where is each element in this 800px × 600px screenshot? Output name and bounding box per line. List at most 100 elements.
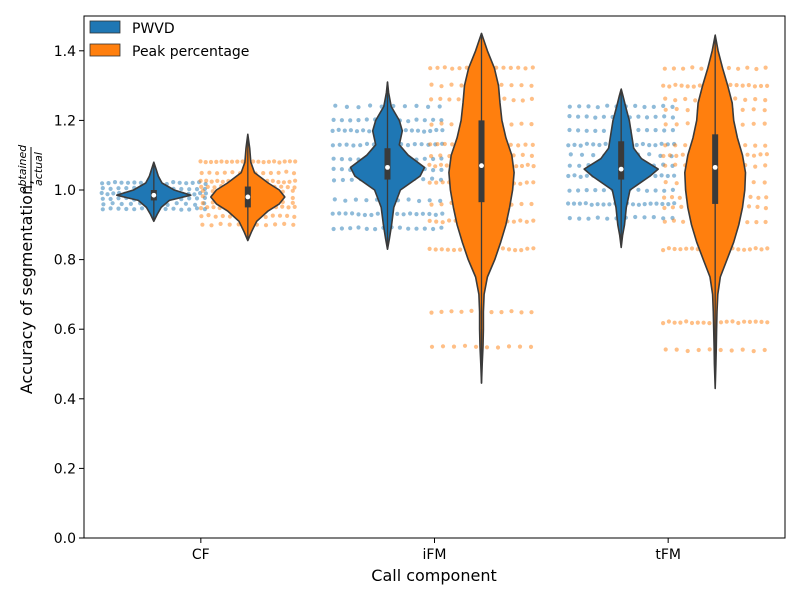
swarm-point: [277, 213, 283, 218]
swarm-point: [194, 187, 200, 192]
swarm-point: [576, 114, 581, 119]
swarm-point: [684, 246, 689, 251]
swarm-point: [743, 143, 748, 148]
swarm-point: [214, 159, 219, 164]
y-tick-label: 0.6: [54, 322, 76, 338]
swarm-point: [764, 195, 769, 200]
swarm-point: [203, 181, 208, 187]
swarm-point: [435, 65, 440, 70]
swarm-point: [603, 141, 608, 146]
swarm-point: [685, 121, 690, 126]
swarm-point: [116, 186, 121, 191]
swarm-point: [356, 225, 361, 230]
swarm-point: [435, 142, 440, 147]
swarm-point: [520, 98, 525, 103]
swarm-point: [339, 157, 344, 162]
swarm-point: [740, 122, 745, 127]
swarm-point: [439, 202, 444, 207]
swarm-point: [584, 114, 589, 119]
swarm-point: [730, 319, 735, 324]
swarm-point: [422, 226, 427, 231]
swarm-point: [764, 152, 770, 157]
swarm-point: [674, 122, 679, 127]
swarm-point: [406, 197, 411, 202]
y-tick-label: 1.2: [54, 113, 76, 129]
swarm-point: [696, 347, 701, 353]
swarm-point: [707, 347, 712, 352]
swarm-point: [199, 214, 204, 219]
swarm-point: [691, 84, 696, 89]
y-axis-title-numerator: obtained: [16, 144, 29, 194]
swarm-point: [270, 178, 275, 183]
swarm-point: [280, 204, 285, 209]
swarm-point: [439, 225, 444, 230]
swarm-point: [430, 176, 435, 181]
swarm-point: [584, 128, 589, 133]
swarm-point: [433, 247, 438, 252]
swarm-point: [517, 344, 523, 349]
swarm-point: [409, 128, 414, 133]
swarm-point: [450, 66, 455, 71]
swarm-point: [663, 143, 668, 148]
swarm-point: [397, 225, 402, 230]
swarm-point: [450, 142, 455, 147]
swarm-point: [529, 83, 534, 88]
swarm-point: [428, 66, 433, 71]
swarm-point: [368, 103, 373, 108]
swarm-point: [414, 117, 419, 122]
swarm-point: [523, 142, 528, 147]
swarm-point: [198, 178, 203, 183]
swarm-point: [525, 246, 530, 251]
swarm-point: [531, 218, 536, 223]
y-axis: 0.0 0.2 0.4 0.6 0.8 1.0 1.2 1.4: [54, 44, 84, 547]
swarm-point: [734, 83, 739, 88]
swarm-point: [438, 198, 443, 203]
swarm-point: [584, 141, 590, 146]
legend-swatch-peak-percentage: [89, 43, 121, 57]
swarm-point: [642, 104, 647, 110]
swarm-point: [179, 186, 184, 192]
swarm-point: [426, 104, 431, 109]
swarm-point: [765, 246, 770, 251]
swarm-point: [670, 115, 676, 120]
swarm-point: [367, 129, 372, 134]
swarm-point: [660, 201, 665, 207]
swarm-point: [350, 211, 355, 216]
swarm-point: [567, 216, 572, 221]
violin-median-point: [385, 164, 390, 170]
swarm-point: [449, 309, 454, 314]
swarm-point: [661, 248, 666, 253]
swarm-point: [420, 211, 425, 216]
swarm-point: [203, 160, 208, 165]
swarm-point: [171, 206, 176, 211]
x-tick-label: tFM: [655, 547, 681, 563]
swarm-point: [427, 211, 432, 217]
swarm-point: [444, 163, 449, 168]
swarm-point: [434, 219, 439, 224]
swarm-point: [330, 143, 335, 148]
swarm-point: [439, 309, 444, 314]
swarm-point: [684, 319, 689, 324]
swarm-point: [417, 198, 422, 204]
swarm-point: [576, 188, 581, 193]
swarm-point: [124, 206, 129, 212]
swarm-point: [577, 201, 583, 206]
swarm-point: [227, 214, 233, 219]
violin-median-point: [618, 166, 624, 172]
swarm-point: [405, 143, 411, 148]
swarm-point: [279, 184, 284, 189]
swarm-point: [751, 107, 756, 112]
swarm-point: [119, 180, 124, 185]
swarm-point: [500, 246, 505, 251]
swarm-point: [751, 349, 756, 354]
swarm-point: [661, 153, 666, 159]
swarm-point: [530, 142, 535, 147]
swarm-point: [595, 105, 600, 110]
swarm-point: [742, 319, 747, 324]
swarm-point: [438, 96, 443, 101]
swarm-point: [190, 180, 195, 185]
swarm-point: [567, 127, 572, 133]
swarm-point: [513, 248, 518, 253]
swarm-point: [427, 162, 432, 167]
